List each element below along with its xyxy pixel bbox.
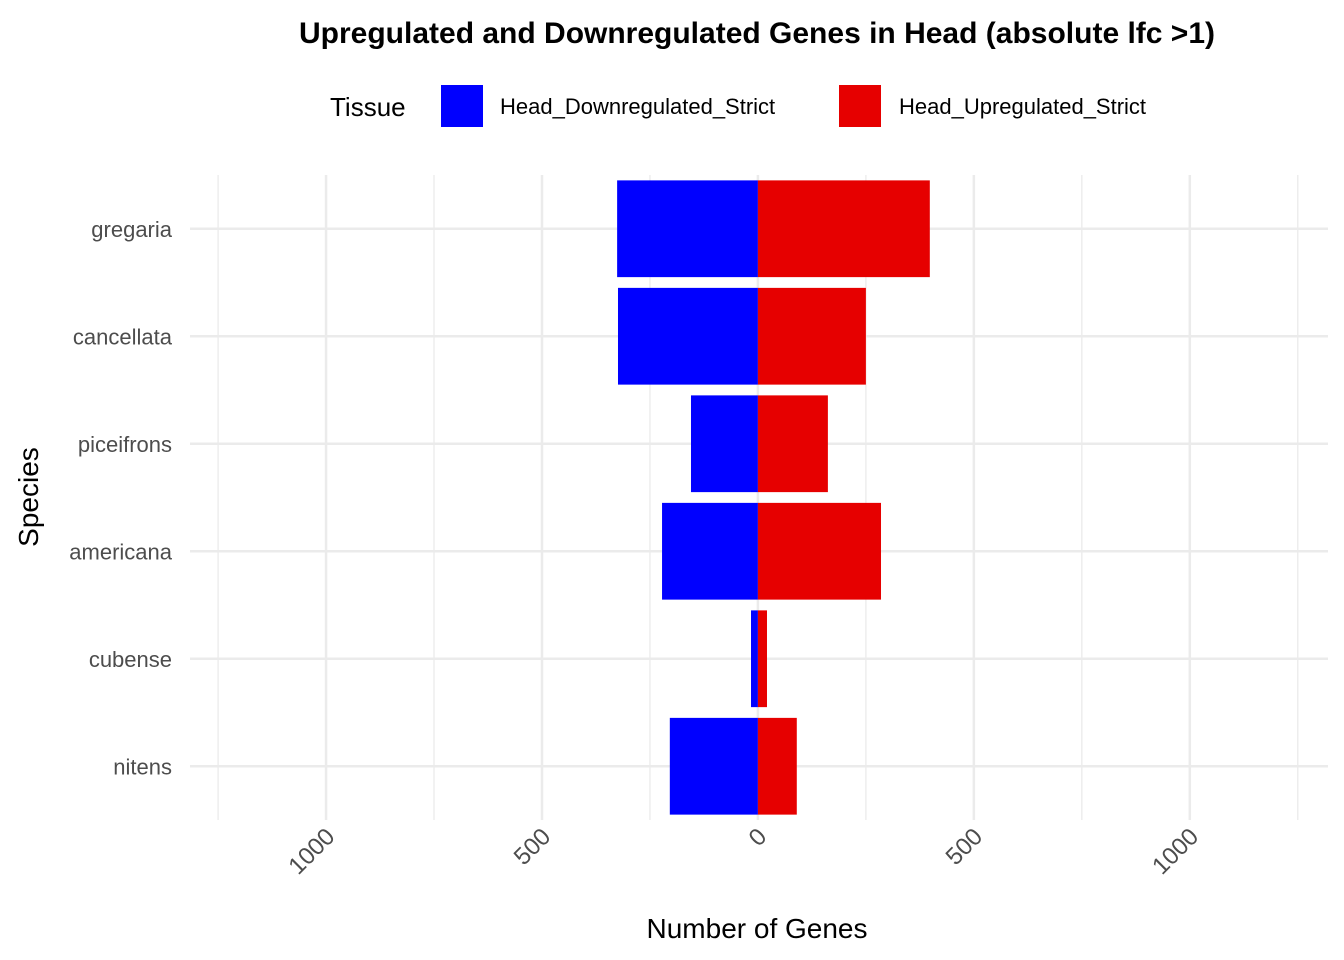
- bar-Head_Upregulated_Strict-cubense: [757, 610, 767, 708]
- y-tick-label: cancellata: [73, 324, 173, 349]
- bar-Head_Upregulated_Strict-piceifrons: [757, 395, 828, 493]
- chart-title: Upregulated and Downregulated Genes in H…: [299, 17, 1215, 50]
- bar-Head_Upregulated_Strict-gregaria: [757, 180, 930, 278]
- bar-Head_Upregulated_Strict-cancellata: [757, 287, 866, 385]
- bar-Head_Downregulated_Strict-nitens: [669, 717, 758, 815]
- bar-Head_Downregulated_Strict-americana: [662, 502, 758, 600]
- legend-label-upregulated: Head_Upregulated_Strict: [899, 94, 1146, 119]
- x-tick-label: 500: [509, 823, 556, 870]
- bar-Head_Downregulated_Strict-piceifrons: [690, 395, 758, 493]
- y-tick-label: nitens: [113, 754, 172, 779]
- x-tick-label: 500: [941, 823, 988, 870]
- legend-key-downregulated: [441, 85, 483, 127]
- y-tick-label: americana: [69, 539, 172, 564]
- x-tick-label: 0: [744, 823, 773, 852]
- y-tick-label: cubense: [89, 647, 172, 672]
- x-tick-labels: 1000 500 0 500 1000: [283, 823, 1204, 880]
- bar-Head_Downregulated_Strict-cubense: [751, 610, 758, 708]
- y-tick-label: gregaria: [91, 217, 172, 242]
- x-axis-title: Number of Genes: [647, 913, 868, 944]
- y-tick-label: piceifrons: [78, 432, 172, 457]
- y-axis-title: Species: [13, 447, 44, 547]
- bar-Head_Downregulated_Strict-cancellata: [617, 287, 758, 385]
- y-tick-labels: gregaria cancellata piceifrons americana cub…: [69, 217, 172, 780]
- bar-Head_Downregulated_Strict-gregaria: [617, 180, 758, 278]
- bars: [617, 180, 930, 815]
- x-tick-label: 1000: [283, 823, 340, 880]
- bar-Head_Upregulated_Strict-americana: [757, 502, 882, 600]
- legend: Tissue Head_Downregulated_Strict Head_Up…: [330, 85, 1146, 127]
- legend-label-downregulated: Head_Downregulated_Strict: [500, 94, 775, 119]
- x-tick-label: 1000: [1147, 823, 1204, 880]
- legend-title: Tissue: [330, 92, 406, 122]
- bar-Head_Upregulated_Strict-nitens: [757, 717, 797, 815]
- legend-key-upregulated: [839, 85, 881, 127]
